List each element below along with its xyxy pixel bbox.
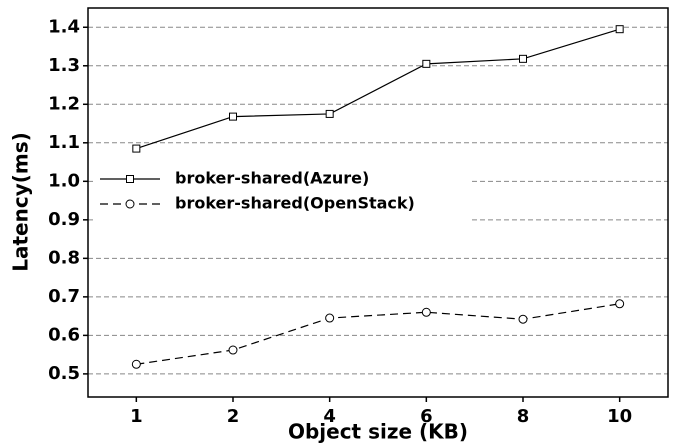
y-tick-label: 1.0	[48, 170, 80, 191]
legend-text: broker-shared(Azure)	[175, 169, 369, 188]
marker	[422, 59, 431, 68]
marker	[615, 299, 625, 309]
y-tick-label: 1.2	[48, 93, 80, 114]
y-tick-label: 0.5	[48, 363, 80, 384]
marker	[228, 345, 238, 355]
line	[136, 28, 620, 150]
x-tick-label: 4	[323, 406, 336, 427]
marker	[325, 109, 334, 118]
marker	[229, 112, 237, 121]
x-tick-label: 8	[517, 406, 530, 427]
y-tick-label: 0.7	[48, 286, 80, 307]
y-tick-label: 1.3	[48, 55, 80, 76]
marker	[132, 144, 141, 153]
marker	[126, 175, 134, 183]
marker	[421, 307, 431, 317]
y-tick-label: 0.8	[48, 247, 80, 268]
legend-box	[95, 162, 470, 222]
line	[136, 303, 620, 365]
legend-text: broker-shared(OpenStack)	[175, 194, 415, 213]
y-tick-label: 1.4	[48, 16, 80, 37]
marker	[518, 314, 528, 324]
y-axis-label: Latency(ms)	[9, 132, 33, 272]
x-axis-label: Object size (KB)	[288, 420, 468, 444]
y-tick-label: 1.1	[48, 132, 80, 153]
x-tick-label: 1	[130, 406, 143, 427]
marker	[325, 313, 335, 323]
plot-frame	[87, 7, 669, 398]
x-tick-label: 2	[227, 406, 240, 427]
marker	[519, 54, 527, 63]
marker	[125, 199, 135, 209]
y-tick-label: 0.9	[48, 209, 80, 230]
y-tick-label: 0.6	[48, 324, 80, 345]
x-tick-label: 10	[607, 406, 632, 427]
x-tick-label: 6	[420, 406, 433, 427]
marker	[615, 25, 624, 34]
marker	[131, 359, 141, 369]
